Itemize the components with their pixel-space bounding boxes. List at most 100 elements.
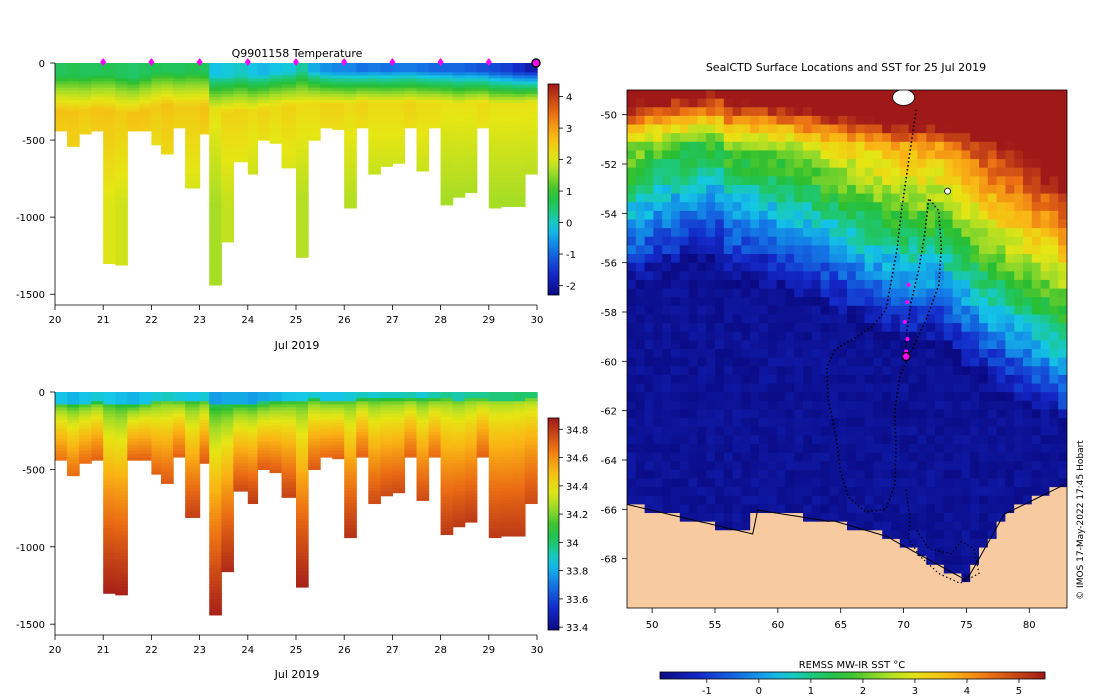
sst-cell [627,219,637,229]
salinity-cell [281,469,297,474]
salinity-cell [320,435,333,440]
sst-cell [627,340,637,350]
temperature-cell [476,118,490,123]
salinity-cell [115,438,128,443]
salinity-cell [308,450,321,455]
sst-cell [785,297,795,307]
sst-cell [882,176,892,186]
temperature-cell [185,72,201,76]
salinity-cell [221,416,234,421]
sst-cell [662,323,672,333]
salinity-cell [79,441,92,446]
salinity-cell [233,407,249,412]
temperature-cell [115,170,128,175]
temperature-cbar-tick-label: 3 [566,124,572,135]
temperature-cell [139,124,152,129]
sst-cell [653,271,663,281]
sst-cell [908,219,918,229]
sst-cell [811,159,822,169]
sst-cell [741,90,751,100]
sst-cell [847,271,857,281]
temperature-cell [464,63,478,67]
temperature-cell [440,69,454,73]
sst-cell [970,323,980,333]
sst-cell [943,167,954,177]
temperature-cell [320,66,333,70]
salinity-cell [247,419,259,424]
sst-cell [829,98,839,108]
temperature-cell [488,96,502,101]
sst-cell [732,426,742,436]
salinity-cell [209,590,222,594]
temperature-cell [247,96,259,101]
temperature-cell [161,87,174,92]
sst-cell [1023,366,1033,376]
temperature-cell [127,72,140,76]
salinity-cell [380,457,393,461]
salinity-cell [344,441,357,446]
sst-cell [1049,297,1059,307]
temperature-cell [281,164,297,169]
temperature-cell [185,81,201,86]
salinity-cell [344,432,357,436]
salinity-cell [537,444,538,449]
sst-cell [644,176,654,186]
salinity-cell [296,429,309,433]
sst-cell [635,305,646,316]
sst-cell [767,133,778,143]
sst-cell [987,210,998,221]
temperature-cell [103,72,116,76]
temperature-cell [185,180,201,184]
temperature-cell [464,155,478,160]
temperature-cell [209,207,222,212]
temperature-cell [308,130,321,135]
temperature-cell [512,75,526,80]
temperature-cell [185,161,201,166]
temperature-cell [115,140,128,144]
temperature-cell [320,115,333,120]
salinity-cell [127,422,140,427]
salinity-cell [127,404,140,409]
sst-cell [644,357,654,367]
sst-cell [785,176,795,186]
salinity-cell [221,546,234,551]
temperature-cell [151,103,162,107]
sst-cell [970,271,980,281]
salinity-cell [103,540,116,545]
sst-cell [627,150,637,160]
temperature-cell [380,149,393,154]
salinity-cell [440,484,454,489]
salinity-cell [103,556,116,560]
sst-cell [908,124,918,134]
salinity-x-tick-label: 28 [434,645,447,656]
salinity-cell [512,460,526,464]
sst-cell [794,133,804,143]
salinity-cell [368,416,381,421]
salinity-cell [308,419,321,424]
sst-cell [776,254,786,264]
sst-cell [1005,193,1015,203]
sst-cell [899,219,910,229]
sst-cell [767,400,778,411]
sst-cell [979,340,989,350]
salinity-cell [269,438,283,443]
temperature-cell [103,210,116,215]
sst-cell [750,366,760,376]
salinity-cell [221,494,234,498]
temperature-cell [151,115,162,120]
temperature-cell [476,115,490,120]
sst-cell [1031,150,1042,160]
temperature-cell [209,241,222,246]
salinity-cell [476,398,490,402]
temperature-cell [537,103,538,107]
salinity-cell [380,463,393,467]
temperature-cell [221,143,234,147]
salinity-cell [127,438,140,443]
salinity-cell [269,407,283,412]
salinity-cell [512,407,526,412]
salinity-cell [199,435,210,440]
salinity-cell [512,512,526,517]
sst-cell [987,271,998,281]
salinity-cell [221,457,234,461]
sst-cell [1014,374,1024,385]
